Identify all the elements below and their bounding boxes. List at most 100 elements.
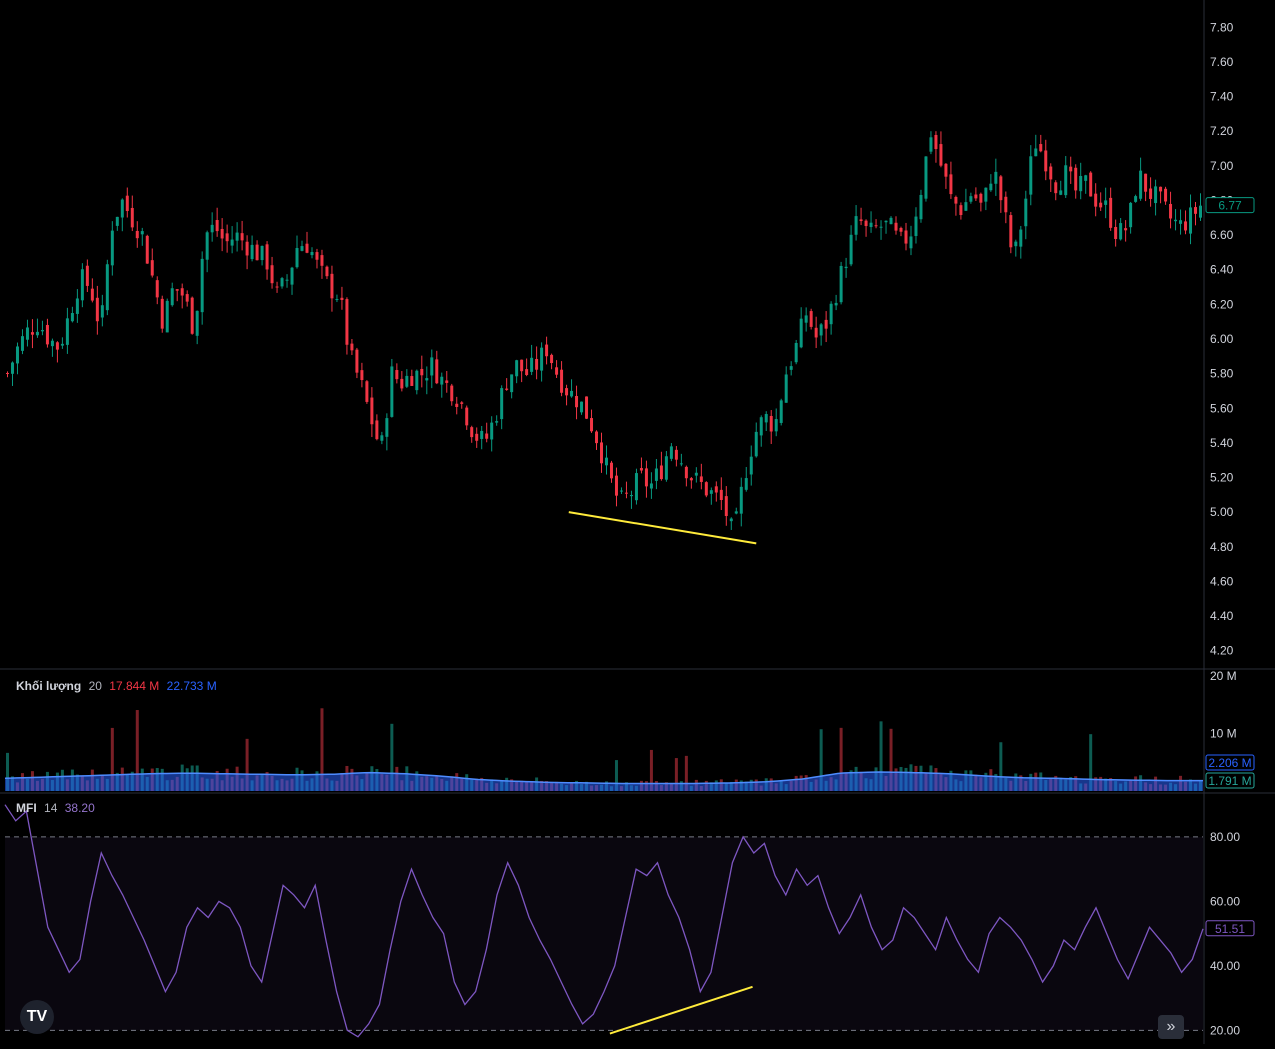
- volume-ma-badge: 2.206 M: [1205, 754, 1255, 771]
- candle-body: [280, 278, 284, 287]
- candle-body: [475, 433, 479, 441]
- candle-body: [784, 374, 788, 403]
- candle-body: [854, 216, 858, 235]
- candle-body: [804, 315, 808, 323]
- candle-body: [1059, 190, 1063, 195]
- mfi-last-label: 51.51: [1205, 920, 1255, 937]
- volume-bar: [839, 727, 843, 791]
- volume-bar: [320, 708, 324, 791]
- candle-body: [1084, 175, 1088, 181]
- candle-body: [1069, 166, 1073, 172]
- candle-body: [1169, 203, 1173, 219]
- volume-bar: [889, 728, 893, 791]
- candle-body: [989, 183, 993, 191]
- candle-body: [195, 310, 199, 336]
- candle-body: [1034, 148, 1038, 157]
- scroll-to-realtime-button[interactable]: »: [1158, 1015, 1184, 1039]
- candle-body: [914, 216, 918, 237]
- candle-body: [699, 476, 703, 482]
- candle-body: [1064, 165, 1068, 196]
- candle-body: [330, 273, 334, 299]
- candle-body: [90, 288, 94, 301]
- price-tick-label: 5.20: [1210, 471, 1234, 485]
- candle-body: [1029, 156, 1033, 195]
- mfi-tick-label: 40.00: [1210, 959, 1240, 973]
- candle-body: [1194, 207, 1198, 214]
- mfi-indicator-length: 14: [44, 801, 58, 815]
- volume-pane: [4, 708, 1203, 791]
- candle-body: [1164, 188, 1168, 202]
- candle-body: [290, 267, 294, 285]
- price-pane: [5, 131, 1203, 545]
- candle-body: [999, 176, 1003, 201]
- candle-body: [719, 489, 723, 501]
- candle-body: [185, 294, 189, 302]
- candle-body: [180, 288, 184, 296]
- candle-body: [1144, 173, 1148, 192]
- candle-body: [974, 194, 978, 199]
- candle-body: [55, 342, 59, 350]
- candle-body: [834, 302, 838, 306]
- candle-body: [1124, 228, 1128, 231]
- candle-body: [669, 446, 673, 459]
- candle-body: [1039, 144, 1043, 152]
- volume-bar: [245, 738, 249, 791]
- candle-body: [1159, 186, 1163, 192]
- candle-body: [355, 349, 359, 373]
- mfi-legend[interactable]: MFI 14 38.20: [16, 801, 99, 815]
- candle-body: [1149, 188, 1153, 199]
- candle-body: [789, 366, 793, 370]
- candle-body: [555, 367, 559, 375]
- price-tick-label: 5.80: [1210, 367, 1234, 381]
- candle-body: [934, 134, 938, 150]
- candle-body: [525, 369, 529, 375]
- candle-body: [624, 492, 628, 494]
- candle-body: [639, 468, 643, 471]
- candle-body: [664, 456, 668, 480]
- candle-body: [495, 421, 499, 423]
- candle-body: [210, 224, 214, 233]
- tradingview-logo-icon[interactable]: TV: [20, 1000, 54, 1034]
- mfi-tick-label: 60.00: [1210, 894, 1240, 908]
- candle-body: [370, 397, 374, 425]
- candle-body: [520, 359, 524, 372]
- candle-body: [220, 228, 224, 239]
- candle-body: [1044, 150, 1048, 172]
- candle-body: [600, 442, 604, 464]
- candle-body: [170, 288, 174, 306]
- candle-body: [470, 427, 474, 438]
- candle-body: [45, 324, 49, 345]
- candle-body: [315, 252, 319, 260]
- candle-body: [844, 266, 848, 269]
- candle-body: [949, 174, 953, 195]
- candle-body: [160, 298, 164, 329]
- candle-body: [260, 245, 264, 261]
- candle-body: [85, 265, 89, 286]
- candle-body: [540, 347, 544, 371]
- candle-body: [405, 375, 409, 387]
- candle-body: [570, 390, 574, 397]
- candle-body: [904, 230, 908, 244]
- candle-body: [984, 187, 988, 202]
- candle-body: [535, 358, 539, 370]
- price-tick-label: 7.40: [1210, 90, 1234, 104]
- candle-body: [135, 230, 139, 239]
- candle-body: [824, 319, 828, 329]
- candle-body: [619, 490, 623, 492]
- candle-body: [744, 478, 748, 490]
- candle-body: [575, 395, 579, 408]
- candle-body: [440, 376, 444, 385]
- candle-body: [480, 430, 484, 439]
- volume-legend[interactable]: Khối lượng 20 17.844 M 22.733 M: [16, 679, 221, 693]
- volume-ma-value: 22.733 M: [166, 679, 217, 693]
- candle-body: [545, 344, 549, 357]
- price-tick-label: 5.00: [1210, 505, 1234, 519]
- volume-last-badge: 1.791 M: [1205, 772, 1255, 789]
- mfi-band-background: [5, 836, 1203, 1031]
- candle-body: [400, 378, 404, 389]
- candle-body: [130, 207, 134, 228]
- candle-body: [864, 220, 868, 227]
- volume-bar: [5, 752, 9, 791]
